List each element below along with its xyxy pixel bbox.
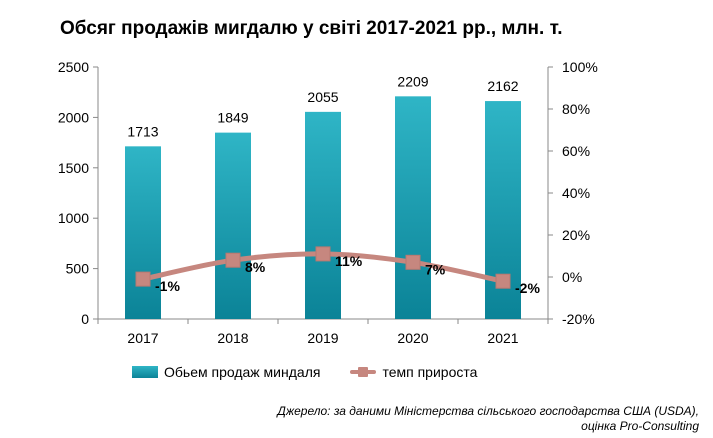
source-line-2: оцінка Pro-Consulting [581,419,699,433]
y-tick-label: 1500 [58,160,89,176]
growth-data-label: -1% [155,278,180,294]
bar-data-label: 2209 [397,73,428,89]
x-tick-label: 2017 [127,330,158,346]
bar-data-label: 2162 [487,78,518,94]
x-tick-label: 2019 [307,330,338,346]
bar-series: 1713 1849 2055 2209 2162 [125,73,521,320]
source-note: Джерело: за даними Міністерства сільсько… [277,404,699,434]
y2-tick-label: -20% [562,311,595,327]
legend-label-growth: темп прироста [382,364,478,380]
y2-tick-label: 0% [562,269,582,285]
axes: 0 500 1000 1500 2000 2500 -20% 0% 20% 40% 60% 80% 10… [58,59,598,346]
x-tick-label: 2020 [397,330,428,346]
growth-marker [405,254,421,270]
growth-data-label: 11% [335,253,363,269]
bar-data-label: 1849 [217,110,248,126]
bar [125,146,161,319]
growth-data-label: 7% [425,261,446,277]
x-tick-label: 2021 [487,330,518,346]
growth-data-label: 8% [245,259,266,275]
growth-data-label: -2% [515,280,540,296]
y-tick-label: 0 [81,311,89,327]
y2-tick-label: 20% [562,227,590,243]
y-tick-label: 1000 [58,210,89,226]
x-tick-label: 2018 [217,330,248,346]
legend: Обьем продаж миндаля темп прироста [132,362,507,382]
y2-tick-label: 60% [562,143,590,159]
growth-marker [495,273,511,289]
growth-marker [225,252,241,268]
bar [305,111,341,319]
y2-tick-label: 40% [562,185,590,201]
legend-bar-swatch [132,366,158,378]
bar-data-label: 2055 [307,89,338,105]
y-tick-label: 2000 [58,109,89,125]
legend-label-sales: Обьем продаж миндаля [164,364,321,380]
chart-title: Обсяг продажів мигдалю у світі 2017-2021… [60,18,563,39]
legend-line-swatch [350,366,377,378]
y2-tick-label: 80% [562,101,590,117]
bar [395,96,431,320]
growth-marker [315,246,331,262]
bar-data-label: 1713 [127,123,158,139]
y-tick-label: 2500 [58,59,89,75]
legend-item-growth: темп прироста [350,364,477,380]
y-tick-label: 500 [66,261,90,277]
growth-marker [135,271,151,287]
legend-item-sales: Обьем продаж миндаля [132,364,320,380]
bar [215,132,251,319]
source-line-1: Джерело: за даними Міністерства сільсько… [277,404,699,418]
growth-line-series: -1% 8% 11% 7% -2% [135,246,540,296]
y2-tick-label: 100% [562,59,598,75]
